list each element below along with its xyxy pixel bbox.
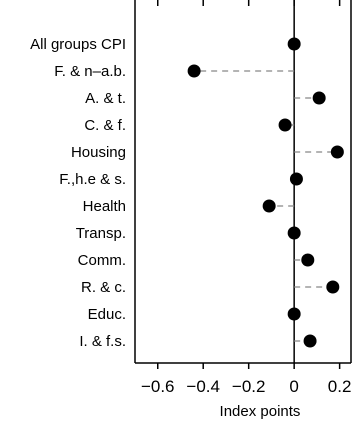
data-point [330,145,344,159]
data-point [287,307,301,321]
data-point [287,226,301,240]
data-point [312,91,326,105]
category-label: A. & t. [85,90,126,107]
data-point [287,37,301,51]
category-label: R. & c. [81,279,126,296]
x-tick-label: 0.2 [328,377,352,396]
data-point [289,172,303,186]
data-point [303,334,317,348]
plot-area [134,0,352,364]
data-point [278,118,292,132]
category-label: I. & f.s. [79,333,126,350]
category-label: Transp. [76,225,126,242]
category-label: F.,h.e & s. [59,171,126,188]
category-label: Educ. [88,306,126,323]
data-point [301,253,315,267]
category-labels: All groups CPI F. & n–a.b. A. & t. C. & f. H… [30,36,126,350]
x-axis: −0.6 −0.4 −0.2 0 0.2 [141,0,351,396]
category-label: F. & n–a.b. [54,63,126,80]
x-tick-label: −0.4 [186,377,220,396]
category-label: Health [83,198,126,215]
data-point [262,199,276,213]
category-label: Comm. [78,252,126,269]
data-point [326,280,340,294]
x-tick-label: 0 [289,377,298,396]
x-tick-label: −0.6 [141,377,175,396]
category-label: Housing [71,144,126,161]
category-label: C. & f. [84,117,126,134]
category-label: All groups CPI [30,36,126,53]
x-tick-label: −0.2 [232,377,266,396]
data-point [187,64,201,78]
x-axis-title: Index points [220,403,301,420]
